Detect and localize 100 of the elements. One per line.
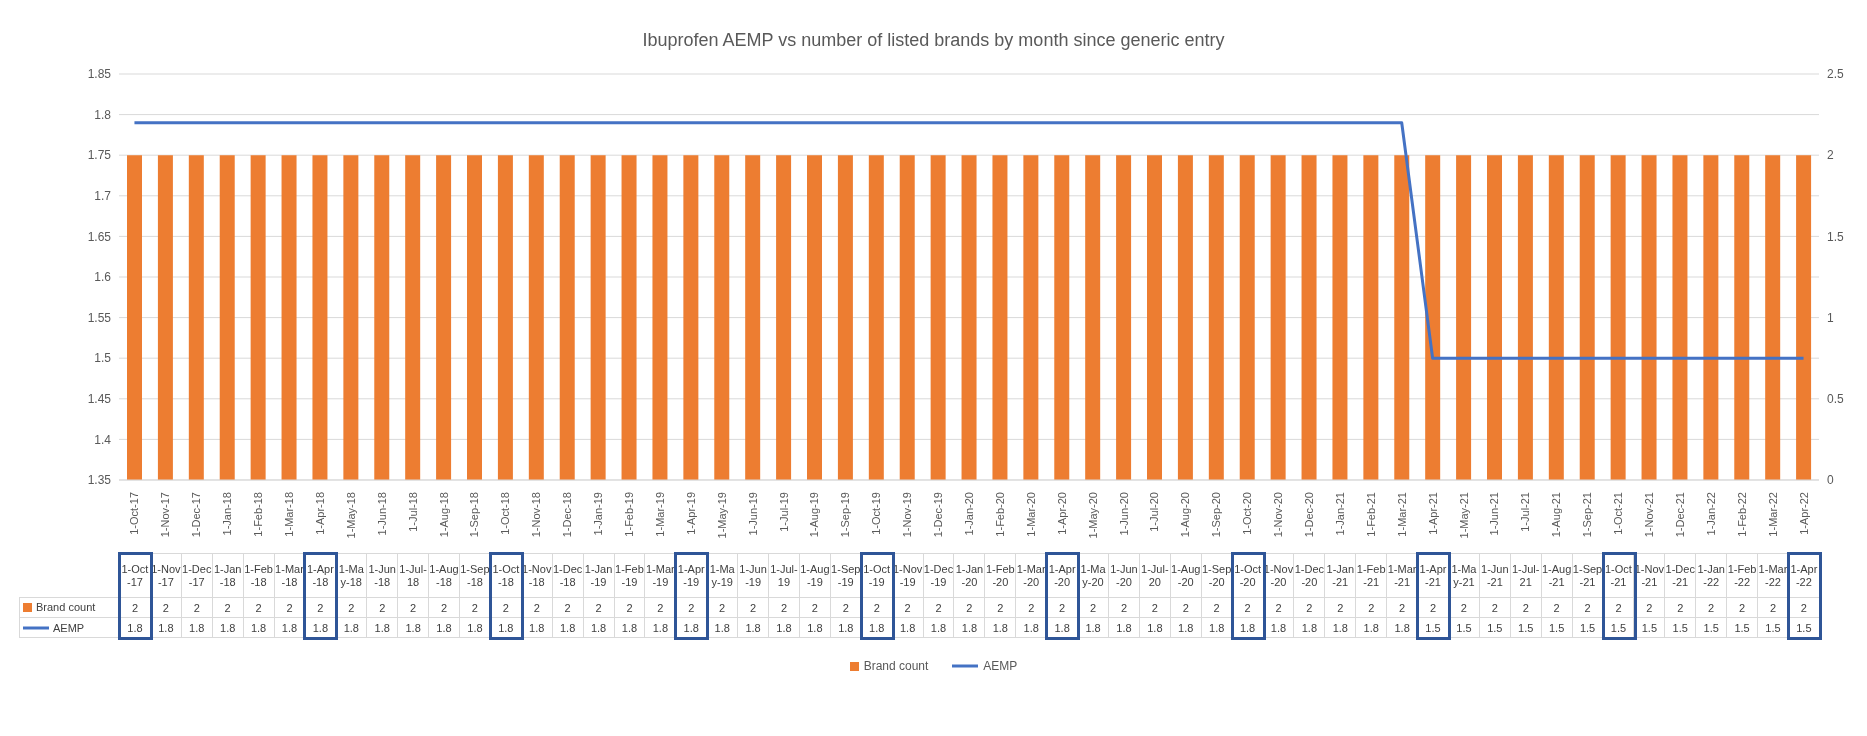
data-label: 2 bbox=[243, 597, 275, 618]
x-tick-label: 1-Jun-19 bbox=[746, 492, 759, 536]
x-tick-label: 1-Aug-20 bbox=[1179, 492, 1192, 538]
data-label: 1.5 bbox=[1788, 617, 1820, 638]
y-tick-label: 1.85 bbox=[87, 67, 112, 82]
x-tick-label: 1-Dec-20 bbox=[1303, 492, 1315, 538]
category-label: 1-Apr-21 bbox=[1419, 562, 1447, 588]
category-label: 1-Oct-21 bbox=[1605, 562, 1632, 588]
x-tick-label: 1-Jan-20 bbox=[963, 492, 975, 536]
category-label: 1-Sep-19 bbox=[831, 562, 861, 588]
data-label: 2 bbox=[1572, 597, 1603, 618]
data-label: 1.8 bbox=[181, 617, 213, 638]
data-label: 2 bbox=[1201, 597, 1233, 618]
category-label: 1-Nov-18 bbox=[522, 562, 552, 588]
x-tick-label: 1-Dec-19 bbox=[932, 492, 945, 538]
data-label: 2 bbox=[552, 597, 584, 618]
category-label: 1-Dec-19 bbox=[923, 562, 954, 588]
y2-tick-label: 0.5 bbox=[1827, 392, 1845, 407]
x-tick-label: 1-May-20 bbox=[1086, 492, 1099, 539]
y-tick-label: 1.75 bbox=[87, 148, 112, 163]
category-label: 1-Sep-18 bbox=[460, 562, 490, 588]
data-label: 2 bbox=[706, 597, 738, 618]
x-tick-label: 1-Sep-19 bbox=[839, 492, 852, 538]
category-label: 1-Jun-18 bbox=[368, 562, 396, 588]
x-tick-label: 1-Jul-19 bbox=[777, 492, 790, 532]
x-tick-label: 1-Dec-21 bbox=[1673, 492, 1686, 538]
x-tick-label: 1-Jun-18 bbox=[375, 492, 388, 536]
x-tick-label: 1-Mar-22 bbox=[1766, 492, 1779, 537]
data-label: 2 bbox=[1695, 597, 1727, 618]
y2-tick-label: 1 bbox=[1827, 310, 1834, 325]
x-tick-label: 1-Apr-20 bbox=[1055, 492, 1068, 535]
data-label: 2 bbox=[1324, 597, 1356, 618]
y-tick-label: 1.45 bbox=[87, 392, 112, 407]
text: Brand count bbox=[863, 659, 929, 673]
data-label: 1.5 bbox=[1603, 617, 1634, 638]
y2-tick-label: 2.5 bbox=[1827, 67, 1845, 82]
category-label: 1-Jan-21 bbox=[1326, 562, 1355, 588]
data-label: 2 bbox=[1170, 597, 1202, 618]
x-tick-label: 1-Feb-18 bbox=[252, 492, 265, 537]
data-label: 2 bbox=[1108, 597, 1140, 618]
x-tick-label: 1-Sep-21 bbox=[1581, 492, 1594, 538]
data-label: 1.8 bbox=[243, 617, 275, 638]
x-tick-label: 1-Oct-19 bbox=[870, 492, 883, 535]
category-label: 1-Dec-17 bbox=[182, 562, 212, 588]
y2-tick-label: 2 bbox=[1827, 148, 1834, 163]
y-tick-label: 1.65 bbox=[87, 229, 112, 244]
category-label: 1-Mar-18 bbox=[275, 562, 304, 588]
data-label: 1.8 bbox=[1170, 617, 1202, 638]
y-tick-label: 1.35 bbox=[87, 473, 112, 488]
x-tick-label: 1-Nov-19 bbox=[901, 492, 914, 538]
data-label: 1.8 bbox=[1232, 617, 1264, 638]
category-label: 1-Nov-19 bbox=[892, 562, 923, 588]
category-label: 1-Oct-17 bbox=[121, 562, 149, 588]
x-tick-label: 1-May-18 bbox=[344, 492, 357, 539]
y-tick-label: 1.5 bbox=[94, 351, 112, 366]
data-label: 1.8 bbox=[397, 617, 429, 638]
legend-label: Brand count bbox=[35, 601, 96, 614]
y-tick-label: 1.4 bbox=[94, 432, 112, 447]
data-label: 1.8 bbox=[304, 617, 336, 638]
x-tick-label: 1-Apr-18 bbox=[313, 492, 326, 535]
y-tick-label: 1.55 bbox=[87, 310, 112, 325]
data-label: 1.8 bbox=[706, 617, 738, 638]
data-label: 2 bbox=[1139, 597, 1171, 618]
data-label: 1.8 bbox=[459, 617, 491, 638]
category-label: 1-Jul-18 bbox=[399, 562, 427, 588]
data-label: 1.8 bbox=[861, 617, 893, 638]
data-label: 2 bbox=[1541, 597, 1573, 618]
data-label: 1.8 bbox=[428, 617, 460, 638]
x-tick-label: 1-Dec-17 bbox=[190, 492, 203, 538]
category-label: 1-May-21 bbox=[1451, 562, 1477, 588]
x-tick-label: 1-Apr-22 bbox=[1797, 492, 1810, 535]
category-label: 1-Feb-19 bbox=[615, 562, 644, 588]
category-label: 1-Mar-20 bbox=[1016, 562, 1046, 588]
data-label: 2 bbox=[304, 597, 336, 618]
data-label: 2 bbox=[737, 597, 769, 618]
category-label: 1-Aug-20 bbox=[1171, 562, 1201, 588]
category-label: 1-May-18 bbox=[338, 562, 364, 588]
category-label: 1-Jan-19 bbox=[584, 562, 613, 588]
data-label: 1.8 bbox=[1263, 617, 1294, 638]
data-label: 1.8 bbox=[892, 617, 924, 638]
category-label: 1-Mar-22 bbox=[1758, 562, 1788, 588]
data-label: 2 bbox=[1386, 597, 1418, 618]
data-label: 2 bbox=[1479, 597, 1511, 618]
data-label: 2 bbox=[614, 597, 645, 618]
data-label: 1.8 bbox=[923, 617, 954, 638]
category-label: 1-Apr-22 bbox=[1790, 562, 1818, 588]
category-label: 1-Mar-19 bbox=[645, 562, 675, 588]
category-label: 1-Aug-21 bbox=[1541, 562, 1572, 588]
category-label: 1-Sep-20 bbox=[1201, 562, 1232, 588]
data-label: 2 bbox=[1355, 597, 1387, 618]
x-tick-label: 1-Jul-20 bbox=[1148, 492, 1161, 532]
category-label: 1-Nov-17 bbox=[151, 562, 181, 588]
category-label: 1-Jun-20 bbox=[1110, 562, 1138, 588]
category-label: 1-Jan-22 bbox=[1697, 562, 1725, 588]
data-label: 2 bbox=[892, 597, 924, 618]
data-label: 2 bbox=[1788, 597, 1820, 618]
category-label: 1-Jun-19 bbox=[739, 562, 767, 588]
data-label: 2 bbox=[335, 597, 367, 618]
data-label: 1.8 bbox=[1386, 617, 1418, 638]
category-label: 1-Nov-20 bbox=[1263, 562, 1294, 588]
